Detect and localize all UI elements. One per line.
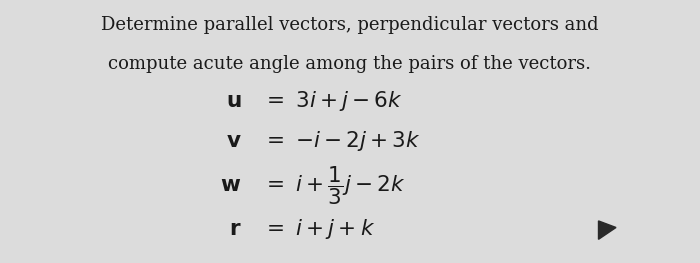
Text: compute acute angle among the pairs of the vectors.: compute acute angle among the pairs of t… — [108, 55, 592, 73]
Polygon shape — [598, 221, 616, 239]
Text: $= \ i + \dfrac{1}{3}j - 2k$: $= \ i + \dfrac{1}{3}j - 2k$ — [262, 164, 406, 207]
Text: $\mathbf{r}$: $\mathbf{r}$ — [229, 219, 241, 239]
Text: Determine parallel vectors, perpendicular vectors and: Determine parallel vectors, perpendicula… — [102, 16, 598, 34]
Text: $\mathbf{u}$: $\mathbf{u}$ — [226, 91, 241, 111]
Text: $\mathbf{w}$: $\mathbf{w}$ — [220, 175, 241, 195]
Text: $\mathbf{v}$: $\mathbf{v}$ — [226, 131, 241, 151]
Text: $= \ 3i + j - 6k$: $= \ 3i + j - 6k$ — [262, 89, 403, 113]
Text: $= \ i + j + k$: $= \ i + j + k$ — [262, 217, 376, 241]
Text: $= \ {-}i - 2j + 3k$: $= \ {-}i - 2j + 3k$ — [262, 129, 421, 153]
